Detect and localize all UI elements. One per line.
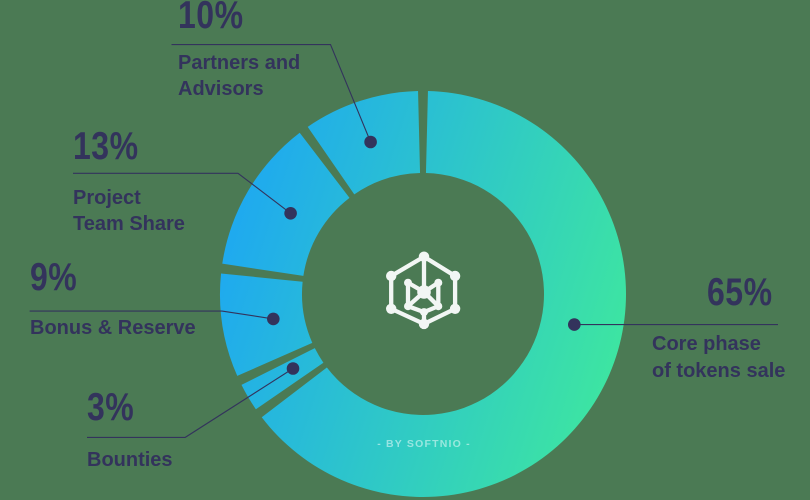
svg-text:- BY SOFTNIO -: - BY SOFTNIO - [377,438,471,450]
